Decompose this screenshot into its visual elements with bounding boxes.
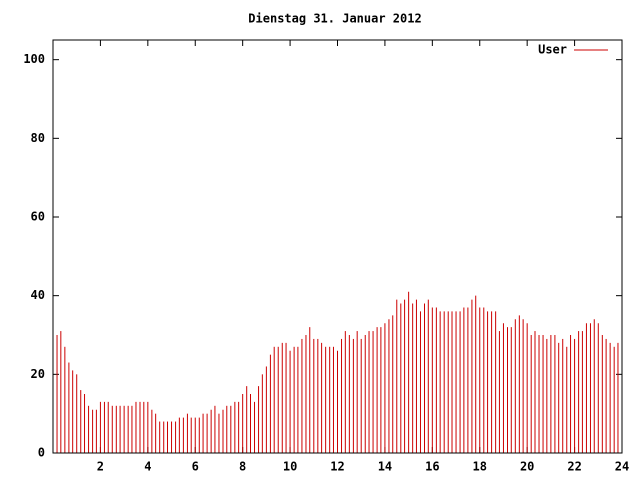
x-tick-label: 2	[97, 460, 104, 474]
x-tick-label: 24	[615, 460, 629, 474]
x-tick-label: 8	[239, 460, 246, 474]
y-tick-label: 60	[31, 210, 45, 224]
x-tick-label: 18	[473, 460, 487, 474]
x-tick-label: 4	[144, 460, 151, 474]
x-tick-label: 14	[378, 460, 392, 474]
legend-label: User	[538, 43, 567, 57]
y-tick-label: 40	[31, 288, 45, 302]
y-tick-label: 80	[31, 131, 45, 145]
x-tick-label: 6	[192, 460, 199, 474]
x-tick-label: 12	[330, 460, 344, 474]
x-tick-label: 16	[425, 460, 439, 474]
plot-frame	[52, 39, 623, 454]
chart-title: Dienstag 31. Januar 2012	[248, 12, 421, 26]
x-tick-label: 10	[283, 460, 297, 474]
y-tick-label: 20	[31, 367, 45, 381]
x-tick-label: 20	[520, 460, 534, 474]
y-tick-label: 100	[23, 52, 45, 66]
y-tick-label: 0	[38, 446, 45, 460]
x-tick-label: 22	[567, 460, 581, 474]
